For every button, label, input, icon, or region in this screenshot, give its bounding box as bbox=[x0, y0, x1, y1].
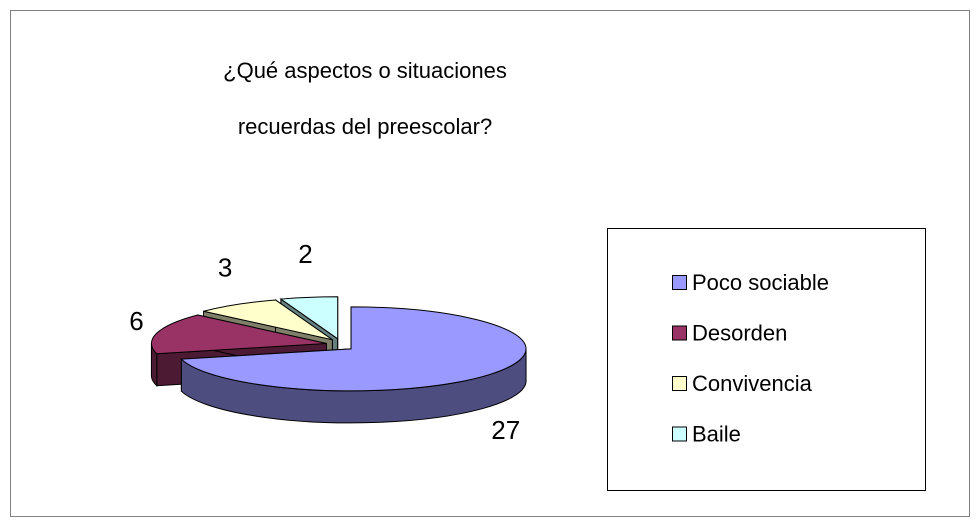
legend-label: Desorden bbox=[692, 320, 787, 345]
legend-label: Baile bbox=[692, 421, 741, 446]
legend-swatch bbox=[672, 325, 687, 341]
chart-title: ¿Qué aspectos o situaciones bbox=[223, 58, 507, 83]
data-label: 3 bbox=[218, 253, 232, 283]
pie-slice bbox=[180, 306, 527, 424]
legend-swatch bbox=[672, 376, 687, 391]
legend-box bbox=[607, 228, 926, 491]
slice-top bbox=[279, 296, 339, 340]
legend-label: Poco sociable bbox=[692, 270, 829, 295]
legend-label: Convivencia bbox=[692, 371, 813, 396]
chart-title: recuerdas del preescolar? bbox=[238, 114, 492, 139]
slice-top bbox=[203, 299, 333, 341]
data-label: 2 bbox=[298, 239, 312, 269]
legend-swatch bbox=[672, 275, 687, 290]
slice-top bbox=[150, 314, 327, 355]
legend-swatch bbox=[672, 426, 687, 442]
data-label: 6 bbox=[129, 306, 143, 336]
slice-top bbox=[180, 306, 527, 392]
data-label: 27 bbox=[491, 415, 520, 445]
